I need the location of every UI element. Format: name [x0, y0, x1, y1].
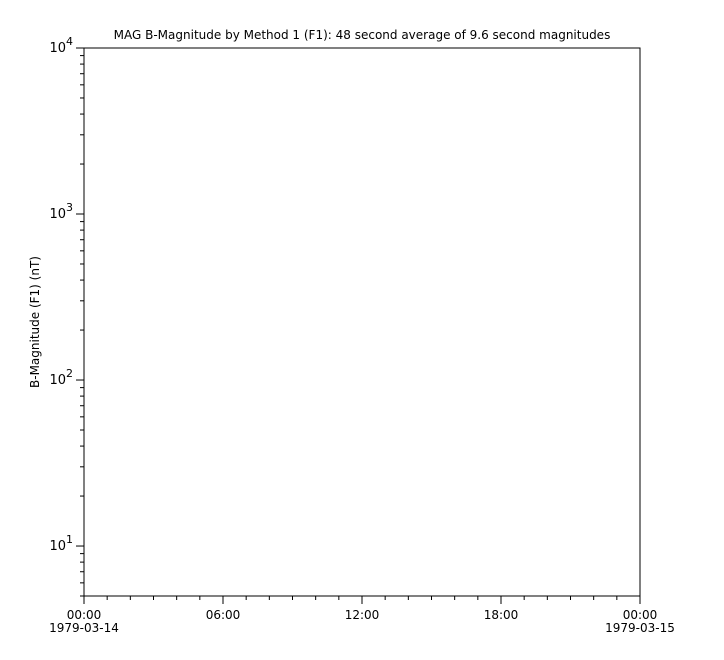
- x-tick-label: 00:00: [623, 608, 658, 622]
- y-tick-label: 102: [49, 367, 73, 388]
- x-tick-label: 18:00: [484, 608, 519, 622]
- y-tick-label: 103: [49, 201, 73, 222]
- y-axis-label: B-Magnitude (F1) (nT): [28, 256, 42, 388]
- x-tick-date-label: 1979-03-15: [605, 621, 675, 635]
- x-tick-label: 00:00: [67, 608, 102, 622]
- plot-frame: [83, 47, 641, 597]
- y-tick-label: 104: [49, 35, 73, 56]
- x-tick-label: 12:00: [345, 608, 380, 622]
- y-tick-label: 101: [49, 533, 73, 554]
- x-tick-label: 06:00: [206, 608, 241, 622]
- chart-title: MAG B-Magnitude by Method 1 (F1): 48 sec…: [114, 28, 611, 42]
- x-tick-date-label: 1979-03-14: [49, 621, 119, 635]
